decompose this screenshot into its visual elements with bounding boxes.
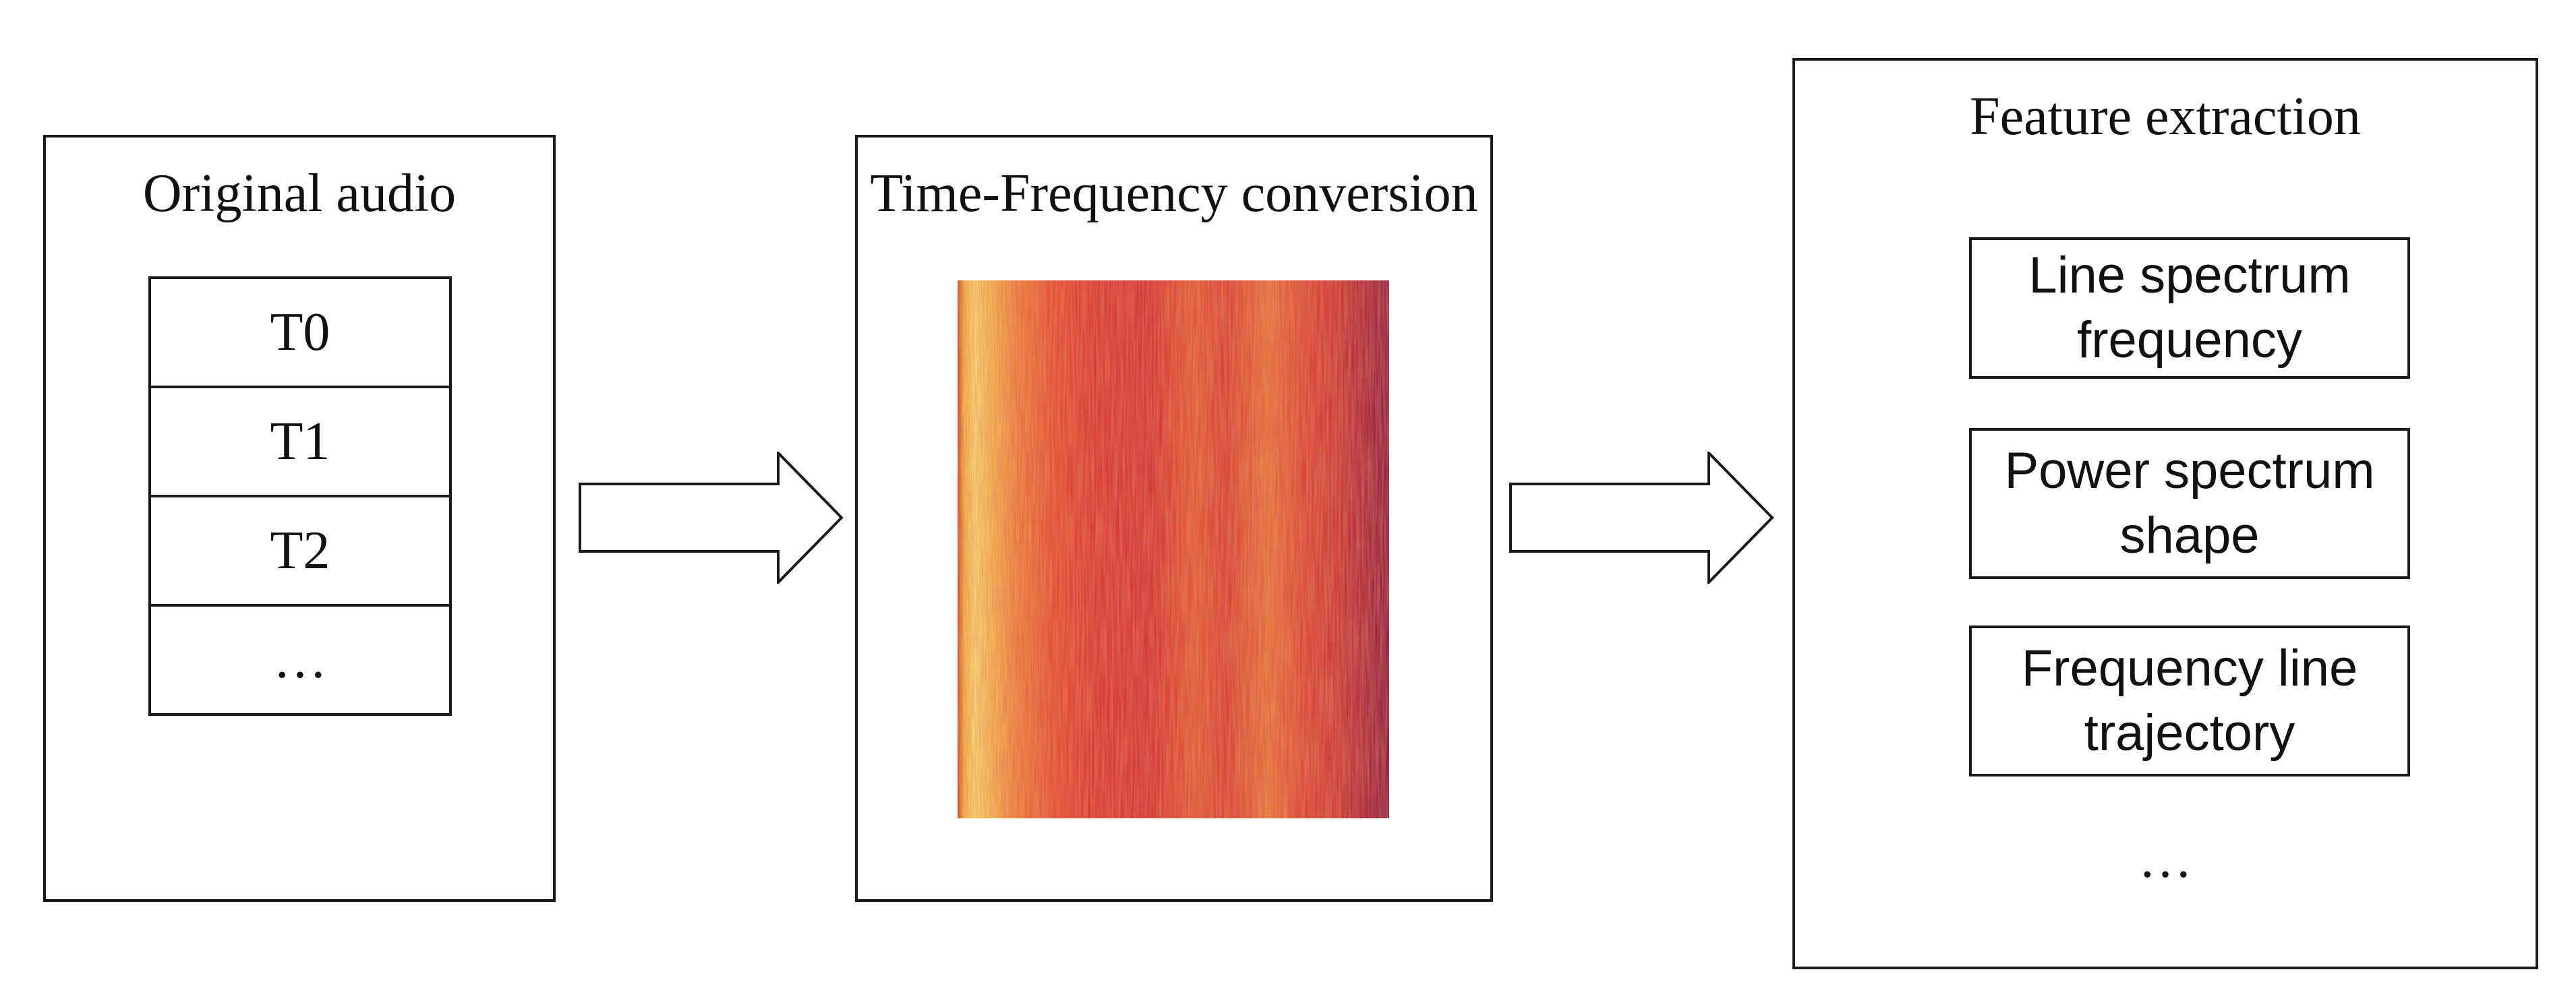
feature-label: Frequency line trajectory xyxy=(2021,640,2358,762)
feature-extraction-title: Feature extraction xyxy=(1970,87,2361,146)
audio-segment-t2: T2 xyxy=(148,495,452,607)
feature-power-spectrum-shape: Power spectrum shape xyxy=(1969,428,2410,579)
audio-segment-more: … xyxy=(148,604,452,716)
feature-more-ellipsis: … xyxy=(2138,830,2192,889)
spectrogram-image xyxy=(958,280,1389,818)
feature-label: Power spectrum shape xyxy=(2004,442,2375,564)
right-arrow-icon xyxy=(1509,452,1774,584)
time-frequency-panel: Time-Frequency conversion xyxy=(855,135,1493,902)
feature-label: Line spectrum frequency xyxy=(2028,247,2351,369)
feature-frequency-line-trajectory: Frequency line trajectory xyxy=(1969,626,2410,776)
feature-extraction-panel: Feature extraction Line spectrum frequen… xyxy=(1792,58,2538,969)
audio-segment-t0: T0 xyxy=(148,276,452,388)
original-audio-title: Original audio xyxy=(142,164,457,223)
feature-line-spectrum-frequency: Line spectrum frequency xyxy=(1969,237,2410,379)
original-audio-panel: Original audio T0 T1 T2 … xyxy=(43,135,556,902)
audio-segment-t1: T1 xyxy=(148,386,452,497)
audio-segment-stack: T0 T1 T2 … xyxy=(148,276,452,716)
right-arrow-icon xyxy=(579,452,844,584)
time-frequency-title: Time-Frequency conversion xyxy=(870,164,1478,223)
